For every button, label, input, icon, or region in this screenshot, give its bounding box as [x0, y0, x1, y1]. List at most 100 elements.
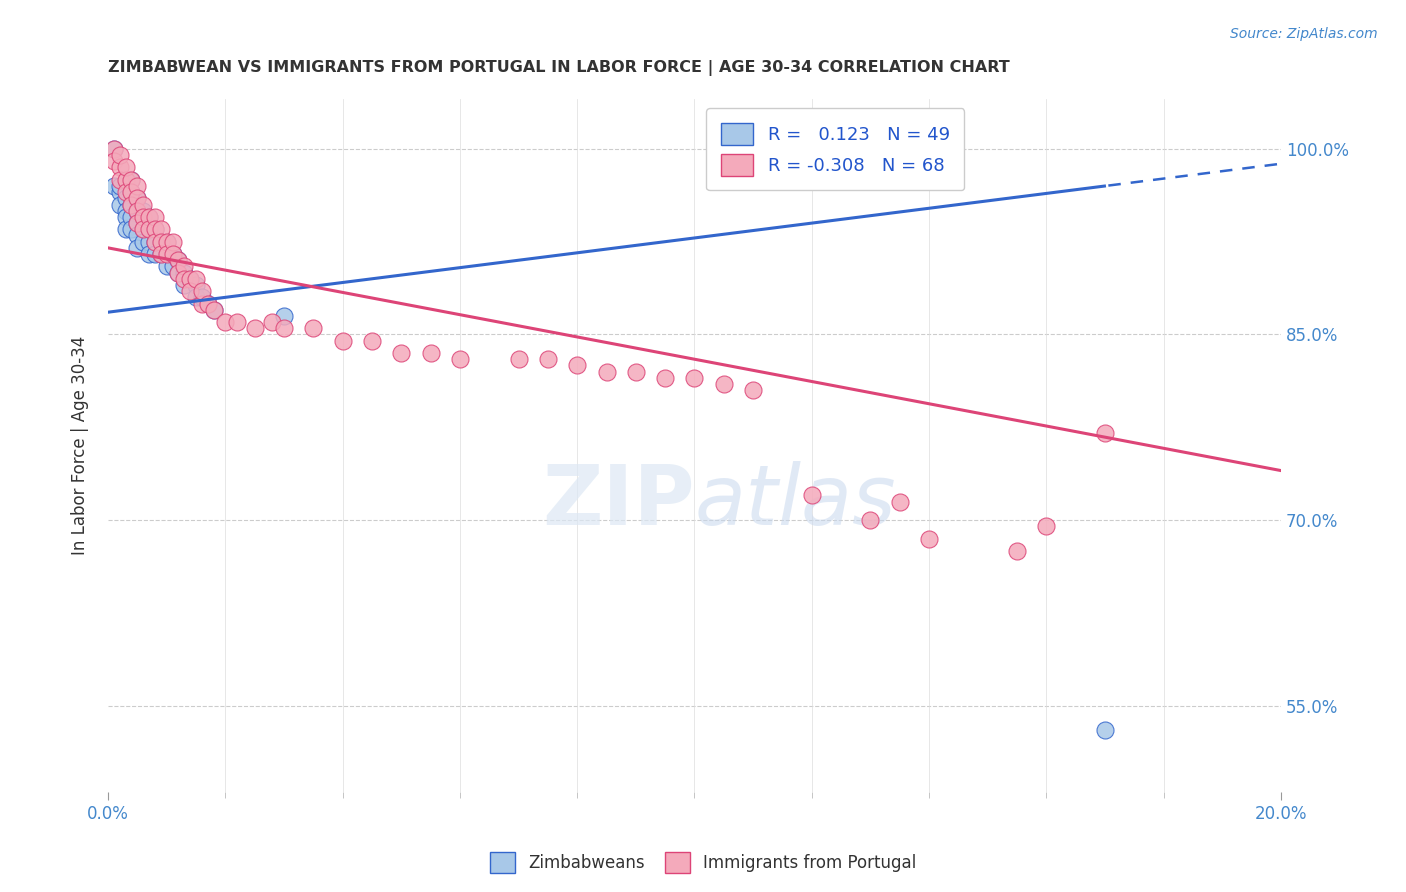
Point: [108, 185, 131, 199]
Point: [127, 191, 149, 205]
Point: [197, 296, 219, 310]
Point: [859, 513, 882, 527]
Point: [143, 222, 166, 236]
Point: [108, 161, 131, 175]
Point: [120, 173, 142, 187]
Point: [179, 272, 201, 286]
Point: [114, 161, 136, 175]
Point: [1094, 426, 1116, 441]
Point: [449, 352, 471, 367]
Point: [156, 247, 179, 261]
Point: [103, 179, 125, 194]
Point: [138, 210, 160, 224]
Point: [138, 210, 160, 224]
Text: Source: ZipAtlas.com: Source: ZipAtlas.com: [1230, 27, 1378, 41]
Point: [127, 216, 149, 230]
Point: [273, 321, 295, 335]
Point: [127, 241, 149, 255]
Point: [103, 142, 125, 156]
Point: [361, 334, 384, 348]
Point: [108, 197, 131, 211]
Point: [243, 321, 266, 335]
Point: [138, 222, 160, 236]
Point: [132, 203, 155, 218]
Point: [149, 222, 172, 236]
Point: [1005, 544, 1028, 558]
Point: [162, 235, 184, 249]
Point: [191, 290, 214, 304]
Point: [273, 309, 295, 323]
Text: atlas: atlas: [695, 461, 896, 541]
Point: [132, 222, 155, 236]
Point: [1094, 723, 1116, 738]
Point: [173, 277, 195, 292]
Point: [179, 272, 201, 286]
Point: [120, 222, 142, 236]
Point: [143, 222, 166, 236]
Point: [595, 365, 617, 379]
Point: [624, 365, 647, 379]
Point: [683, 371, 706, 385]
Point: [103, 142, 125, 156]
Point: [167, 266, 190, 280]
Point: [114, 203, 136, 218]
Point: [114, 191, 136, 205]
Point: [114, 222, 136, 236]
Point: [143, 210, 166, 224]
Point: [202, 302, 225, 317]
Point: [162, 260, 184, 274]
Point: [918, 532, 941, 546]
Point: [332, 334, 354, 348]
Point: [127, 191, 149, 205]
Point: [108, 148, 131, 162]
Point: [114, 173, 136, 187]
Point: [114, 210, 136, 224]
Point: [138, 247, 160, 261]
Point: [127, 203, 149, 218]
Point: [149, 247, 172, 261]
Point: [191, 296, 214, 310]
Point: [120, 197, 142, 211]
Point: [389, 346, 412, 360]
Point: [149, 235, 172, 249]
Point: [742, 383, 765, 397]
Point: [127, 216, 149, 230]
Point: [120, 173, 142, 187]
Text: ZIMBABWEAN VS IMMIGRANTS FROM PORTUGAL IN LABOR FORCE | AGE 30-34 CORRELATION CH: ZIMBABWEAN VS IMMIGRANTS FROM PORTUGAL I…: [108, 60, 1010, 76]
Point: [173, 266, 195, 280]
Point: [508, 352, 530, 367]
Point: [184, 290, 207, 304]
Point: [132, 222, 155, 236]
Point: [149, 235, 172, 249]
Point: [162, 247, 184, 261]
Point: [184, 272, 207, 286]
Point: [108, 173, 131, 187]
Point: [114, 185, 136, 199]
Point: [156, 235, 179, 249]
Point: [262, 315, 284, 329]
Point: [179, 284, 201, 298]
Point: [149, 247, 172, 261]
Point: [167, 253, 190, 268]
Text: ZIP: ZIP: [541, 461, 695, 541]
Legend: R =   0.123   N = 49, R = -0.308   N = 68: R = 0.123 N = 49, R = -0.308 N = 68: [706, 109, 965, 190]
Point: [173, 272, 195, 286]
Point: [103, 154, 125, 169]
Point: [120, 185, 142, 199]
Y-axis label: In Labor Force | Age 30-34: In Labor Force | Age 30-34: [72, 336, 89, 556]
Point: [191, 284, 214, 298]
Point: [156, 235, 179, 249]
Point: [127, 203, 149, 218]
Point: [167, 266, 190, 280]
Point: [156, 260, 179, 274]
Point: [184, 277, 207, 292]
Point: [127, 228, 149, 243]
Point: [143, 235, 166, 249]
Point: [173, 260, 195, 274]
Point: [132, 235, 155, 249]
Point: [302, 321, 325, 335]
Point: [120, 210, 142, 224]
Point: [537, 352, 560, 367]
Point: [138, 235, 160, 249]
Point: [800, 488, 823, 502]
